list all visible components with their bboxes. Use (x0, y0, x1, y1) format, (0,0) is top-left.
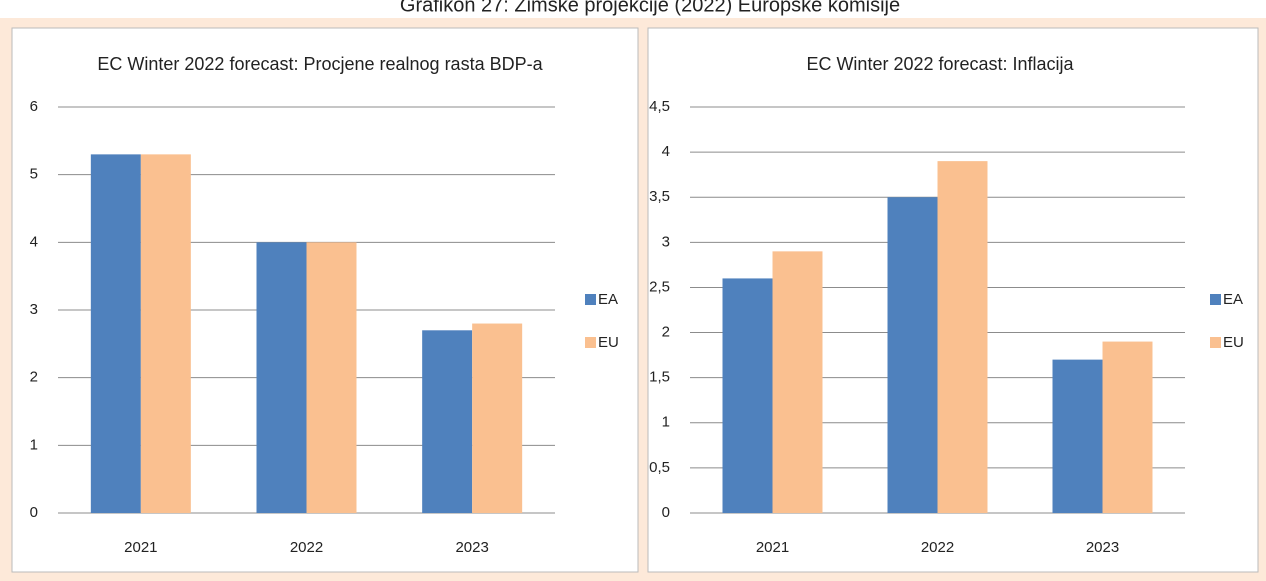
bar (256, 242, 307, 514)
y-tick-label: 2 (30, 369, 38, 386)
bar (472, 323, 523, 513)
bar (140, 154, 191, 513)
legend-swatch (1210, 294, 1221, 305)
legend-label: EU (598, 334, 619, 351)
legend-swatch (1210, 337, 1221, 348)
y-tick-label: 5 (30, 166, 38, 183)
x-tick-label: 2022 (921, 539, 954, 556)
y-tick-label: 2 (662, 324, 670, 341)
y-tick-label: 4,5 (649, 98, 670, 115)
y-tick-label: 1 (662, 414, 670, 431)
legend-swatch (585, 337, 596, 348)
bar (306, 242, 357, 514)
legend-label: EU (1223, 334, 1244, 351)
y-tick-label: 4 (30, 233, 38, 250)
page-title: Grafikon 27: Zimske projekcije (2022) Eu… (400, 0, 900, 16)
bar (1102, 341, 1153, 513)
bar (772, 251, 823, 513)
y-tick-label: 3,5 (649, 188, 670, 205)
bar (1052, 359, 1103, 513)
bar (887, 197, 938, 513)
x-tick-label: 2023 (455, 539, 488, 556)
y-tick-label: 2,5 (649, 278, 670, 295)
bar (422, 330, 473, 513)
y-tick-label: 4 (662, 143, 670, 160)
bar (937, 161, 988, 513)
y-tick-label: 0,5 (649, 459, 670, 476)
chart-title: EC Winter 2022 forecast: Procjene realno… (97, 54, 543, 74)
x-tick-label: 2021 (124, 539, 157, 556)
y-tick-label: 6 (30, 98, 38, 115)
bar (722, 278, 773, 513)
x-tick-label: 2021 (756, 539, 789, 556)
y-tick-label: 0 (30, 504, 38, 521)
y-tick-label: 3 (662, 233, 670, 250)
y-tick-label: 0 (662, 504, 670, 521)
chart-title: EC Winter 2022 forecast: Inflacija (806, 54, 1074, 74)
bar (90, 154, 141, 513)
legend-label: EA (1223, 291, 1243, 308)
y-tick-label: 3 (30, 301, 38, 318)
y-tick-label: 1 (30, 436, 38, 453)
x-tick-label: 2022 (290, 539, 323, 556)
legend-label: EA (598, 291, 618, 308)
legend-swatch (585, 294, 596, 305)
x-tick-label: 2023 (1086, 539, 1119, 556)
y-tick-label: 1,5 (649, 369, 670, 386)
